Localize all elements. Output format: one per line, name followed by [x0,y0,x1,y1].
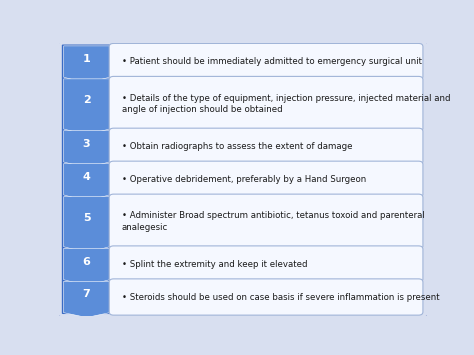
Text: • Obtain radiographs to assess the extent of damage: • Obtain radiographs to assess the exten… [122,142,352,151]
Text: 6: 6 [82,257,91,267]
Polygon shape [64,79,109,135]
Polygon shape [64,248,109,286]
Polygon shape [64,281,109,317]
FancyBboxPatch shape [109,194,423,249]
Text: • Details of the type of equipment, injection pressure, injected material and
an: • Details of the type of equipment, inje… [122,94,450,114]
Polygon shape [64,164,109,201]
FancyBboxPatch shape [109,76,423,131]
FancyBboxPatch shape [58,42,428,317]
FancyBboxPatch shape [109,128,423,164]
FancyBboxPatch shape [109,161,423,197]
Text: 2: 2 [83,95,91,105]
Polygon shape [64,197,109,253]
FancyBboxPatch shape [109,246,423,282]
Text: • Steroids should be used on case basis if severe inflammation is present: • Steroids should be used on case basis … [122,293,439,301]
Text: • Operative debridement, preferably by a Hand Surgeon: • Operative debridement, preferably by a… [122,175,366,184]
Text: • Patient should be immediately admitted to emergency surgical unit: • Patient should be immediately admitted… [122,57,422,66]
Text: • Splint the extremity and keep it elevated: • Splint the extremity and keep it eleva… [122,260,307,268]
FancyBboxPatch shape [109,43,423,80]
Text: 5: 5 [83,213,91,223]
Text: 7: 7 [83,289,91,300]
Polygon shape [64,46,109,83]
Text: 1: 1 [83,54,91,64]
Text: 4: 4 [82,172,91,182]
FancyBboxPatch shape [62,44,111,314]
Text: 3: 3 [83,139,91,149]
Polygon shape [64,131,109,168]
Text: • Administer Broad spectrum antibiotic, tetanus toxoid and parenteral
analegesic: • Administer Broad spectrum antibiotic, … [122,212,424,232]
FancyBboxPatch shape [109,279,423,315]
